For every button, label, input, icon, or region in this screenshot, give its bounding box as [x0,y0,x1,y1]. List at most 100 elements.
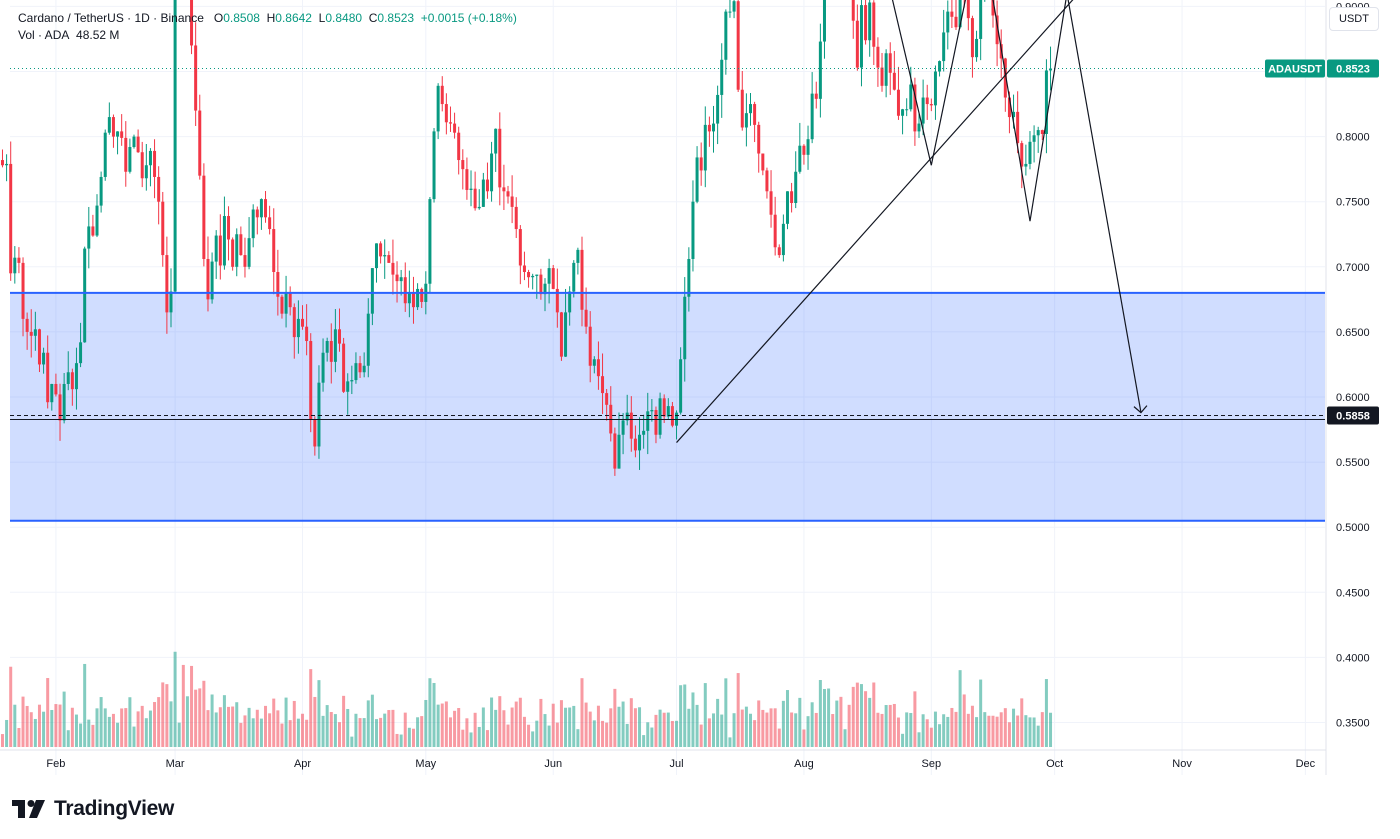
tradingview-logo[interactable]: TradingView [12,797,174,821]
candle-body [502,187,506,192]
candle-body [888,53,892,73]
volume-bar [74,714,78,747]
candle-body [362,365,366,373]
volume-bar [202,680,206,747]
candle-body [929,104,933,106]
volume-bar [50,709,54,747]
candle-body [596,359,600,377]
price-tick-label: 0.7500 [1336,197,1370,209]
volume-bar [198,688,202,747]
volume-bar [185,696,189,747]
candle-body [0,160,4,166]
candle-body [543,283,547,295]
candle-body [576,249,580,263]
candle-body [991,0,995,16]
volume-bar [1024,715,1028,747]
candle-body [905,109,909,111]
symbol-price-label-bg [1265,59,1325,78]
candle-body [559,312,563,357]
time-tick-label: Feb [46,758,65,770]
candle-body [712,123,716,132]
volume-bar [231,706,235,747]
volume-bar [403,712,407,747]
volume-bar [66,730,70,747]
volume-bar [5,719,9,747]
volume-bar [564,707,568,747]
candle-body [190,0,194,46]
candle-body [572,262,576,292]
volume-bar [958,670,962,747]
volume-bar [292,700,296,747]
time-tick-label: May [415,758,436,770]
close-label: C [368,11,378,25]
candle-body [9,163,13,274]
price-tick-label: 0.3500 [1336,718,1370,730]
volume-bar [169,701,173,747]
volume-bar [765,712,769,747]
volume-bar [79,723,83,747]
candle-body [749,104,752,114]
candle-body [128,147,132,172]
candle-body [699,157,703,171]
volume-bar [917,732,921,747]
volume-bar [1016,715,1020,747]
volume-bar [255,709,259,747]
volume-bar [350,736,354,747]
volume-bar [140,705,144,747]
volume-bar [494,709,498,747]
volume-bar [366,700,370,747]
candle-body [5,163,9,166]
candle-body [231,239,235,267]
volume-bar [975,717,979,747]
volume-bar [296,718,300,747]
candle-body [753,104,757,125]
candle-body [975,38,979,58]
volume-bar [576,729,580,747]
candle-body [498,128,502,188]
time-tick-label: Dec [1296,758,1316,770]
candle-body [925,97,929,105]
candle-body [864,5,868,41]
volume-bar [527,724,531,747]
candle-body [391,262,395,275]
volume-bar [740,709,744,747]
arrow-head [1133,405,1148,414]
volume-bar [33,718,37,747]
candle-body [477,206,481,209]
candle-body [638,434,642,451]
candle-body [296,318,300,338]
candle-body [506,191,510,197]
candle-body [91,226,95,236]
candle-body [218,235,222,266]
candle-body [613,433,617,469]
currency-button[interactable]: USDT [1329,7,1379,31]
price-tick-label: 0.4500 [1336,587,1370,599]
candle-body [646,411,650,431]
volume-bar [411,728,415,747]
candle-body [259,199,263,218]
candle-body [527,272,531,278]
volume-bar [346,708,350,747]
volume-bar [938,724,942,747]
volume-bar [481,707,485,747]
candle-body [481,179,485,207]
volume-label[interactable]: Vol · ADA [18,28,70,42]
candle-body [346,381,350,392]
candle-body [806,139,810,155]
symbol-title[interactable]: Cardano / TetherUS · 1D · Binance [18,11,204,25]
candle-body [1040,130,1044,134]
candle-body [17,257,21,263]
volume-bar [148,710,152,747]
tradingview-logo-icon [12,800,45,818]
level-price-label-bg [1327,406,1379,425]
volume-bar [596,705,600,747]
volume-bar [288,720,292,747]
volume-bar [970,705,974,747]
symbol-price-label: ADAUSDT [1268,64,1322,76]
volume-bar [448,717,452,747]
volume-bar [420,716,424,747]
volume-bar [753,720,757,747]
candle-body [1049,68,1053,71]
candle-body [1044,70,1048,134]
